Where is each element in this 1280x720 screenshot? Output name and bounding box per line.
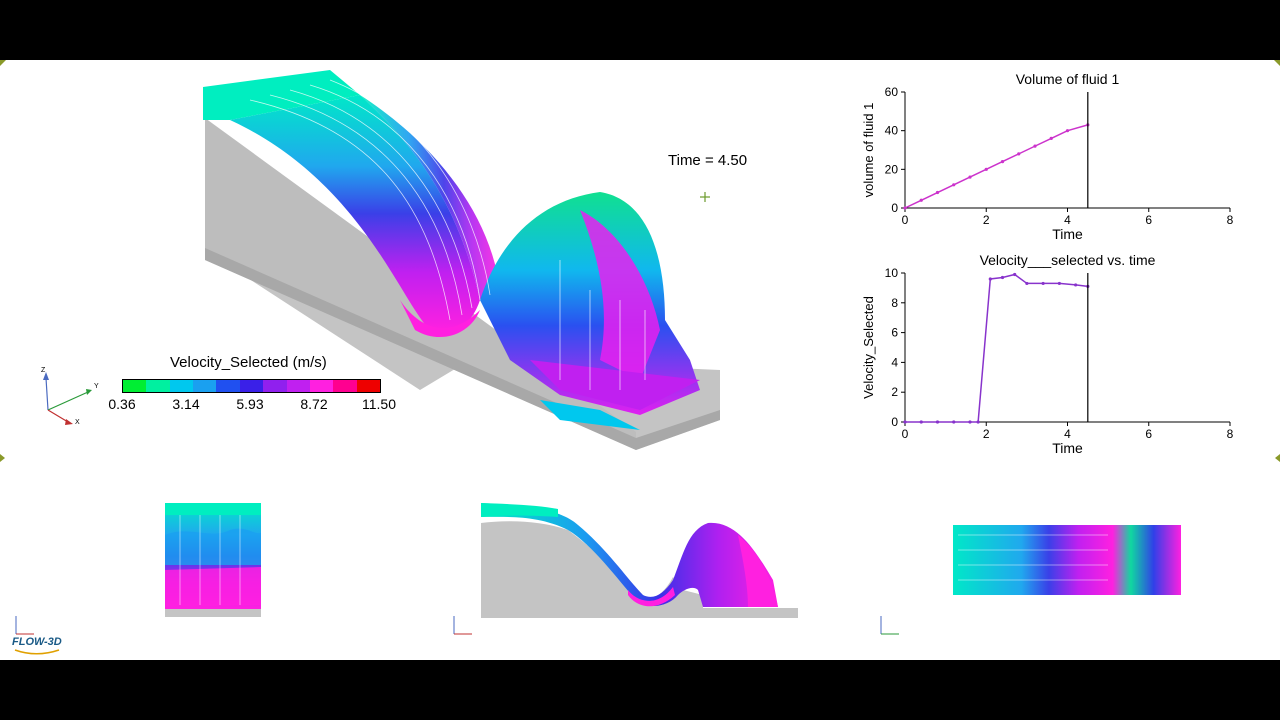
data-point bbox=[935, 190, 940, 195]
data-point bbox=[919, 420, 923, 424]
data-point bbox=[935, 420, 940, 424]
x-tick-label: 6 bbox=[1145, 213, 1152, 227]
colorbar-segment bbox=[193, 380, 217, 392]
data-point bbox=[984, 167, 988, 171]
x-tick-label: 0 bbox=[902, 427, 909, 441]
legend-tick: 8.72 bbox=[300, 396, 328, 412]
data-point bbox=[1065, 129, 1070, 133]
legend-tick: 3.14 bbox=[172, 396, 200, 412]
data-point bbox=[952, 183, 956, 187]
velocity-colorbar bbox=[122, 379, 381, 393]
colorbar-segment bbox=[169, 380, 194, 392]
y-tick-label: 2 bbox=[891, 385, 898, 399]
x-tick-label: 2 bbox=[983, 213, 990, 227]
flow3d-logo: FLOW-3D bbox=[12, 636, 62, 648]
move-cursor-icon bbox=[700, 192, 710, 202]
data-point bbox=[1033, 144, 1037, 148]
x-tick-label: 8 bbox=[1227, 427, 1234, 441]
data-point bbox=[968, 420, 972, 424]
y-tick-label: 60 bbox=[885, 85, 899, 99]
data-point bbox=[952, 420, 956, 424]
data-point bbox=[1017, 152, 1021, 156]
colorbar-segment bbox=[123, 380, 147, 392]
legend-tick: 0.36 bbox=[108, 396, 136, 412]
colorbar-segment bbox=[263, 380, 287, 392]
axis-triad-y-label: Y bbox=[94, 383, 99, 390]
data-point bbox=[976, 420, 980, 424]
mini-axis-triad-icon bbox=[880, 616, 899, 635]
data-point bbox=[903, 420, 907, 424]
mini-axis-triad-icon bbox=[15, 616, 34, 635]
x-tick-label: 0 bbox=[902, 213, 909, 227]
y-tick-label: 20 bbox=[885, 162, 899, 176]
y-tick-label: 6 bbox=[891, 326, 898, 340]
simulation-viewport[interactable]: Z Y X Time = 4.50 Velocity_Selected (m/s… bbox=[0, 60, 1280, 660]
y-axis-label: volume of fluid 1 bbox=[861, 103, 876, 198]
corner-marker-icon bbox=[1274, 60, 1280, 66]
corner-marker-icon bbox=[1275, 454, 1280, 462]
colorbar-segment bbox=[309, 380, 334, 392]
data-point bbox=[968, 175, 972, 179]
x-tick-label: 4 bbox=[1064, 427, 1071, 441]
chart-title: Volume of fluid 1 bbox=[1016, 71, 1120, 87]
data-point bbox=[1049, 136, 1053, 140]
x-tick-label: 2 bbox=[983, 427, 990, 441]
data-point bbox=[1057, 281, 1061, 286]
data-point bbox=[988, 277, 992, 281]
logo-swoosh-icon bbox=[14, 649, 60, 655]
front-view[interactable] bbox=[150, 495, 280, 625]
chart-title: Velocity___selected vs. time bbox=[980, 252, 1156, 268]
y-tick-label: 0 bbox=[891, 415, 898, 429]
side-view[interactable] bbox=[478, 495, 803, 625]
corner-marker-icon bbox=[0, 60, 6, 66]
data-point bbox=[919, 198, 923, 202]
mini-axis-triad-icon bbox=[453, 616, 472, 635]
series-line bbox=[905, 273, 1088, 423]
colorbar-segment bbox=[216, 380, 240, 392]
y-tick-label: 40 bbox=[885, 124, 899, 138]
series-line bbox=[904, 124, 1089, 209]
x-tick-label: 4 bbox=[1064, 213, 1071, 227]
colorbar-segment bbox=[146, 380, 170, 392]
y-tick-label: 0 bbox=[891, 201, 898, 215]
data-point bbox=[1025, 281, 1029, 286]
data-point bbox=[1000, 160, 1005, 164]
main-3d-view[interactable] bbox=[0, 60, 840, 460]
colorbar-segment bbox=[356, 380, 380, 392]
legend-title: Velocity_Selected (m/s) bbox=[170, 354, 327, 371]
y-tick-label: 4 bbox=[891, 355, 898, 369]
x-tick-label: 6 bbox=[1145, 427, 1152, 441]
time-label: Time = 4.50 bbox=[668, 152, 748, 169]
data-point bbox=[1013, 272, 1017, 277]
y-tick-label: 10 bbox=[885, 266, 899, 280]
data-point bbox=[1041, 281, 1045, 286]
colorbar-segment bbox=[286, 380, 310, 392]
colorbar-segment bbox=[333, 380, 357, 392]
y-tick-label: 8 bbox=[891, 296, 898, 310]
top-view[interactable] bbox=[948, 520, 1188, 600]
data-point bbox=[1000, 275, 1005, 280]
axis-triad bbox=[43, 372, 92, 425]
y-axis-label: Velocity_Selected bbox=[861, 296, 876, 399]
legend-tick: 11.50 bbox=[362, 396, 396, 412]
legend-tick: 5.93 bbox=[236, 396, 264, 412]
data-point bbox=[903, 206, 907, 210]
axis-triad-x-label: X bbox=[75, 419, 80, 426]
volume-chart[interactable]: Volume of fluid 1 0 2 4 6 8 0 20 40 60 Time volume … bbox=[855, 68, 1250, 248]
axis-triad-z-label: Z bbox=[41, 367, 46, 374]
colorbar-segment bbox=[239, 380, 264, 392]
data-point bbox=[1074, 283, 1078, 287]
corner-marker-icon bbox=[0, 454, 5, 462]
x-axis-label: Time bbox=[1052, 226, 1083, 242]
x-axis-label: Time bbox=[1052, 440, 1083, 456]
x-tick-label: 8 bbox=[1227, 213, 1234, 227]
velocity-chart[interactable]: Velocity___selected vs. time 0 2 4 6 8 0 2 4 6 8 10… bbox=[855, 248, 1250, 458]
